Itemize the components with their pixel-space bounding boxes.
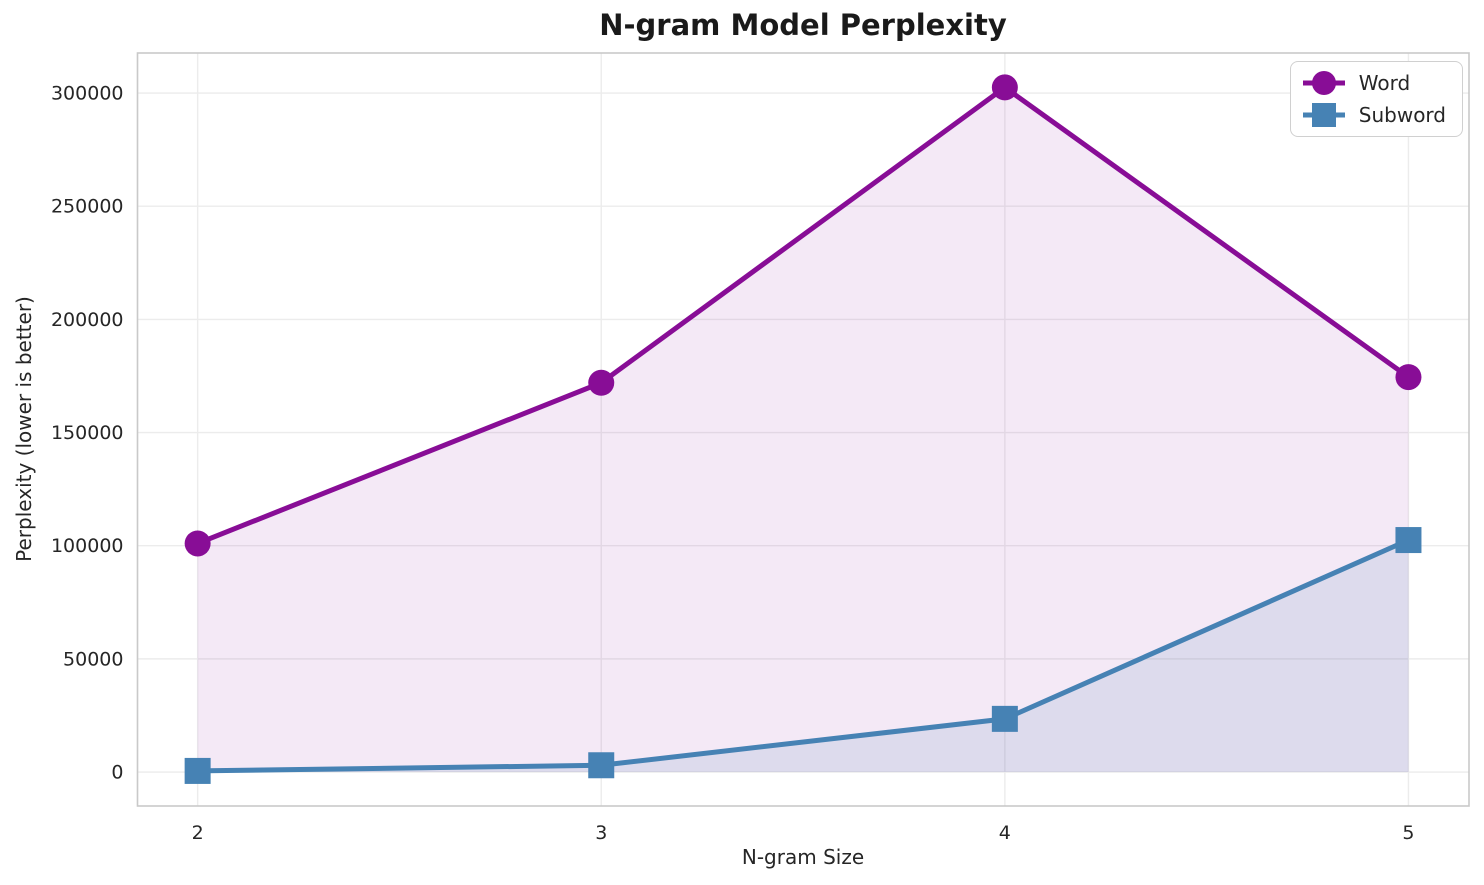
- y-tick-label: 150000: [51, 422, 124, 444]
- data-point-word: [991, 74, 1018, 101]
- x-tick-label: 2: [192, 822, 204, 844]
- legend-label-word: Word: [1358, 71, 1411, 95]
- data-point-subword: [991, 705, 1018, 732]
- legend-word-line-circle-icon: [1302, 71, 1345, 95]
- x-axis-label: N-gram Size: [741, 845, 865, 869]
- series-line-word: [195, 84, 1411, 546]
- series-fill-subword: [197, 540, 1409, 773]
- data-point-word: [1395, 364, 1422, 391]
- data-point-word: [184, 530, 211, 557]
- y-tick-label: 300000: [51, 83, 124, 105]
- data-point-subword: [588, 752, 615, 779]
- gridlines: [137, 53, 1469, 806]
- plot-border: [136, 52, 1470, 807]
- legend: Word Subword: [1289, 61, 1463, 137]
- x-tick-label: 3: [595, 822, 607, 844]
- data-point-word: [588, 369, 615, 396]
- data-point-subword: [1395, 527, 1422, 554]
- y-tick-label: 50000: [63, 648, 123, 670]
- y-tick-label: 0: [111, 762, 123, 784]
- legend-label-subword: Subword: [1358, 103, 1446, 127]
- data-point-subword: [184, 757, 211, 784]
- x-tick-label: 5: [1402, 822, 1414, 844]
- y-tick-label: 250000: [51, 196, 124, 218]
- y-tick-label: 200000: [51, 309, 124, 331]
- legend-subword-line-square-icon: [1302, 103, 1345, 127]
- legend-entry-word: Word: [1301, 69, 1446, 97]
- series-line-subword: [195, 537, 1411, 774]
- y-tick-label: 100000: [51, 535, 124, 557]
- x-tick-label: 4: [999, 822, 1011, 844]
- chart-title: N-gram Model Perplexity: [599, 8, 1007, 42]
- legend-entry-subword: Subword: [1301, 101, 1446, 129]
- series-fill-word: [197, 87, 1409, 773]
